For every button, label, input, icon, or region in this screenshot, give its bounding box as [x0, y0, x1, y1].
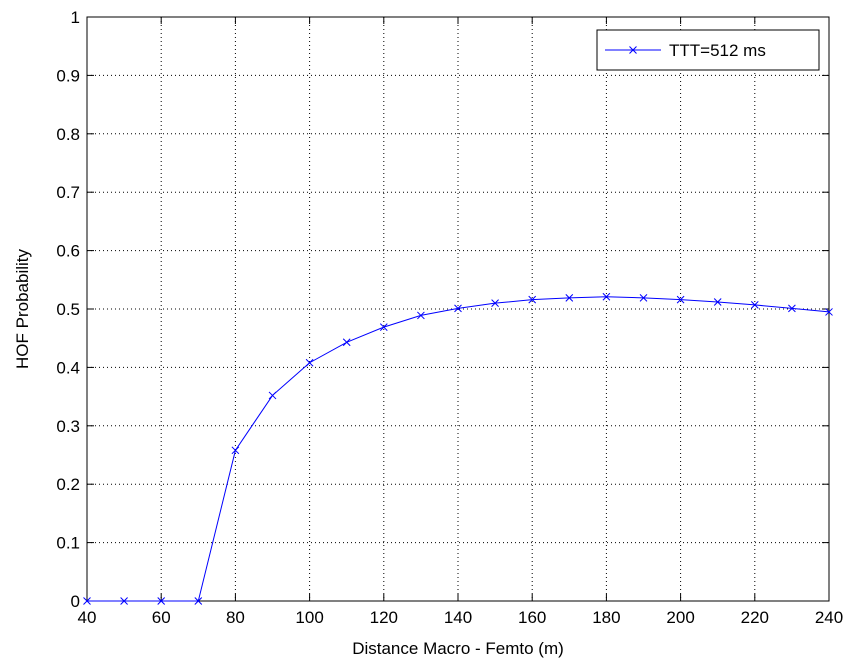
x-tick-label: 220 — [741, 608, 769, 627]
data-point — [157, 597, 166, 605]
marker-stroke — [676, 295, 685, 304]
marker-stroke — [231, 446, 240, 455]
data-point — [602, 292, 611, 301]
marker-stroke — [342, 338, 351, 347]
marker-stroke — [639, 294, 648, 302]
data-point — [417, 311, 425, 320]
marker-stroke — [417, 311, 425, 320]
y-tick-label: 1 — [71, 8, 80, 27]
data-point — [565, 294, 574, 302]
legend-label: TTT=512 ms — [669, 41, 766, 60]
marker-stroke — [157, 597, 166, 605]
y-tick-label: 0 — [71, 592, 80, 611]
y-axis-title: HOF Probability — [13, 249, 32, 369]
marker-stroke — [305, 358, 314, 367]
x-tick-label: 240 — [815, 608, 843, 627]
data-point — [454, 304, 462, 313]
y-tick-label: 0.6 — [56, 242, 80, 261]
data-point — [528, 295, 537, 304]
marker-stroke — [379, 323, 388, 331]
marker-stroke — [528, 295, 537, 304]
y-tick-label: 0.9 — [56, 66, 80, 85]
y-tick-label: 0.3 — [56, 417, 80, 436]
marker-stroke — [454, 304, 462, 313]
marker-stroke — [825, 308, 833, 316]
data-point — [305, 358, 314, 367]
x-tick-label: 120 — [370, 608, 398, 627]
marker-stroke — [491, 299, 499, 308]
marker-stroke — [120, 597, 128, 605]
x-axis-tick-labels: 40 60 80 100 120 140 160 180 200 220 240 — [78, 608, 844, 627]
x-tick-label: 180 — [592, 608, 620, 627]
series-group — [83, 292, 833, 605]
data-point — [491, 299, 499, 308]
x-tick-label: 140 — [444, 608, 472, 627]
y-tick-label: 0.1 — [56, 534, 80, 553]
x-axis-title: Distance Macro - Femto (m) — [352, 639, 564, 658]
data-point — [268, 391, 277, 400]
y-tick-label: 0.8 — [56, 125, 80, 144]
legend-x-marker — [629, 46, 637, 54]
data-point — [788, 304, 796, 313]
y-tick-label: 0.5 — [56, 300, 80, 319]
marker-stroke — [268, 391, 277, 400]
marker-stroke — [565, 294, 574, 302]
marker-stroke — [750, 301, 759, 309]
data-point — [379, 323, 388, 331]
marker-stroke — [194, 597, 203, 605]
data-point — [342, 338, 351, 347]
data-point — [676, 295, 685, 304]
data-point — [120, 597, 128, 605]
x-tick-label: 80 — [226, 608, 245, 627]
series-line — [87, 296, 830, 602]
y-tick-label: 0.2 — [56, 475, 80, 494]
data-point — [713, 298, 722, 306]
marker-stroke — [629, 46, 637, 54]
data-point — [194, 597, 203, 605]
marker-stroke — [788, 304, 796, 313]
x-tick-label: 200 — [666, 608, 694, 627]
y-tick-label: 0.7 — [56, 183, 80, 202]
legend-marker-glyph — [629, 46, 637, 54]
x-tick-label: 60 — [152, 608, 171, 627]
x-tick-label: 160 — [518, 608, 546, 627]
data-point — [750, 301, 759, 309]
data-point — [83, 597, 91, 605]
legend: TTT=512 ms — [596, 29, 820, 71]
marker-stroke — [602, 292, 611, 301]
x-tick-label: 40 — [78, 608, 97, 627]
data-point — [825, 308, 833, 316]
marker-stroke — [713, 298, 722, 306]
x-tick-label: 100 — [295, 608, 323, 627]
marker-stroke — [83, 597, 91, 605]
data-point — [639, 294, 648, 302]
y-tick-label: 0.4 — [56, 358, 80, 377]
y-axis-tick-labels: 0 0.1 0.2 0.3 0.4 0.5 0.6 0.7 0.8 0.9 1 — [56, 8, 80, 611]
data-point — [231, 446, 240, 455]
